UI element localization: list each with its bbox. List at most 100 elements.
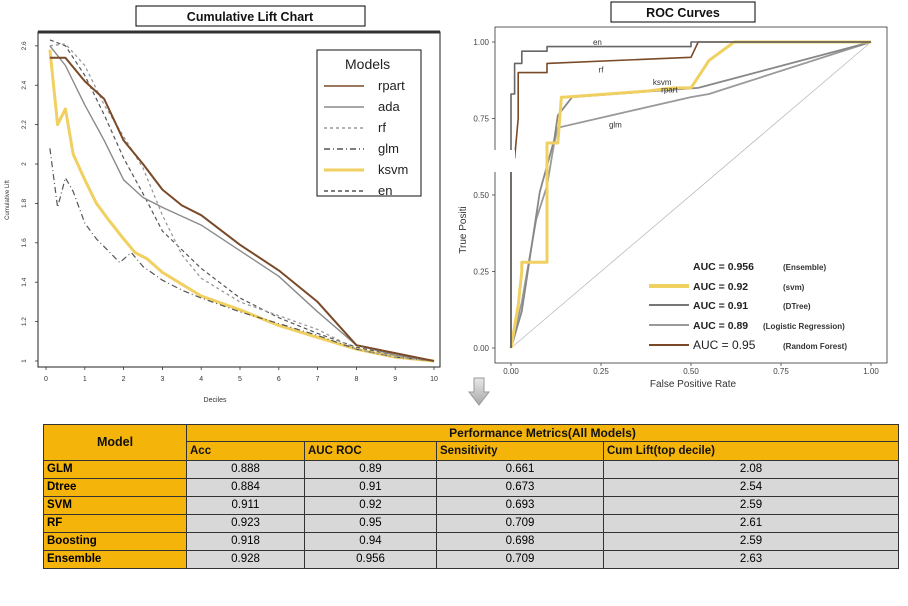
lift-series-glm (49, 148, 435, 362)
cum-lift-cell: 2.54 (602, 478, 900, 497)
roc-x-tick-label: 0.75 (773, 367, 789, 376)
lift-legend-label: ada (378, 99, 400, 114)
sensitivity-cell: 0.709 (436, 514, 604, 533)
lift-chart: Cumulative Lift Chart 0 1 2 3 4 5 6 7 8 9 10 1 1.2 1.… (5, 5, 441, 404)
model-cell: GLM (43, 460, 187, 479)
lift-x-tick-label: 10 (430, 376, 438, 383)
sensitivity-cell: 0.698 (436, 532, 604, 551)
roc-auc-value: AUC = 0.956 (693, 261, 754, 273)
roc-auc-value: AUC = 0.92 (693, 281, 748, 293)
model-cell: Boosting (43, 532, 187, 551)
roc-series-ksvm (509, 40, 871, 349)
table-row: SVM 0.911 0.92 0.693 2.59 (43, 496, 900, 515)
roc-auc-value: AUC = 0.91 (693, 300, 748, 312)
lift-x-tick-label: 1 (83, 376, 87, 383)
table-row: Dtree 0.884 0.91 0.673 2.54 (43, 478, 900, 497)
roc-curve-label: ksvm (653, 78, 672, 87)
roc-auc-note: (svm) (783, 283, 805, 292)
sensitivity-cell: 0.693 (436, 496, 604, 515)
roc-y-tick-label: 0.00 (473, 344, 489, 353)
lift-legend-label: en (378, 183, 392, 198)
lift-series-rpart (49, 56, 435, 362)
table-row: Boosting 0.918 0.94 0.698 2.59 (43, 532, 900, 551)
lift-series-ada (49, 45, 435, 362)
lift-legend-label: ksvm (378, 162, 408, 177)
auc-header: AUC ROC (304, 441, 437, 461)
acc-cell: 0.923 (186, 514, 305, 533)
lift-legend-label: rf (378, 120, 386, 135)
auc-cell: 0.956 (304, 550, 437, 569)
lift-series-ksvm (48, 49, 435, 363)
model-cell: Dtree (43, 478, 187, 497)
lift-x-tick-label: 3 (160, 376, 164, 383)
lift-x-tick-label: 9 (393, 376, 397, 383)
acc-header: Acc (186, 441, 305, 461)
roc-curve-label: glm (609, 121, 622, 130)
model-header: Model (43, 424, 187, 461)
lift-y-tick-label: 1.6 (21, 238, 28, 247)
lift-legend-items: rpart ada rf glm ksvm en (324, 78, 408, 198)
performance-header: Performance Metrics(All Models) (185, 424, 900, 442)
roc-plot-area: 0.00 0.25 0.50 0.75 1.00 0.00 0.25 0.50 0.75 1.00 (473, 26, 888, 376)
auc-cell: 0.89 (304, 460, 437, 479)
lift-y-tick-label: 1.2 (21, 317, 28, 326)
lift-x-tick-label: 0 (44, 376, 48, 383)
roc-auc-value: AUC = 0.89 (693, 320, 748, 332)
roc-y-tick-label: 1.00 (473, 38, 489, 47)
roc-x-axis-label: False Positive Rate (650, 379, 737, 390)
roc-title-box (610, 1, 756, 23)
roc-label-mask (493, 150, 515, 172)
roc-chart-panel: ROC Curves 0.00 0.25 0.50 0.75 1.00 0.00 0.25 0… (453, 0, 908, 400)
lift-x-tick-label: 5 (238, 376, 242, 383)
lift-legend-label: rpart (378, 78, 405, 93)
roc-x-tick-label: 0.50 (683, 367, 699, 376)
lift-x-tick-label: 7 (316, 376, 320, 383)
cum-lift-cell: 2.59 (602, 532, 900, 551)
acc-cell: 0.928 (186, 550, 305, 569)
table-row: GLM 0.888 0.89 0.661 2.08 (43, 460, 900, 479)
lift-x-tick-label: 4 (199, 376, 203, 383)
lift-y-tick-label: 2.2 (21, 120, 28, 129)
lift-legend: Models rpart ada rf glm ksvm en (316, 49, 422, 198)
lift-y-tick-label: 1.4 (21, 277, 28, 286)
lift-legend-box (316, 49, 422, 197)
roc-y-tick-label: 0.50 (473, 191, 489, 200)
metrics-table: Model Performance Metrics(All Models) Ac… (43, 424, 900, 569)
lift-x-tick-label: 8 (354, 376, 358, 383)
lift-title: Cumulative Lift Chart (187, 10, 314, 24)
table-row: Ensemble 0.928 0.956 0.709 2.63 (43, 550, 900, 569)
acc-cell: 0.884 (186, 478, 305, 497)
roc-curve-label: rf (599, 66, 605, 75)
roc-auc-legend: AUC = 0.956 (Ensemble) AUC = 0.92 (svm) AUC … (649, 261, 847, 352)
down-arrow-icon (468, 377, 490, 406)
cum-lift-header: Cum Lift(top decile) (602, 441, 900, 461)
lift-series-rf (49, 43, 435, 362)
roc-y-axis-label: True Positi (458, 206, 469, 253)
lift-y-tick-label: 2 (21, 162, 28, 166)
lift-legend-title: Models (345, 56, 390, 72)
lift-x-tick-label: 6 (277, 376, 281, 383)
sensitivity-header: Sensitivity (436, 441, 604, 461)
roc-auc-value: AUC = 0.95 (693, 338, 756, 352)
acc-cell: 0.888 (186, 460, 305, 479)
roc-series-rpart (510, 41, 872, 349)
auc-cell: 0.95 (304, 514, 437, 533)
cum-lift-cell: 2.63 (602, 550, 900, 569)
auc-cell: 0.92 (304, 496, 437, 515)
roc-x-tick-label: 1.00 (863, 367, 879, 376)
roc-auc-note: (Logistic Regression) (763, 322, 845, 331)
model-cell: Ensemble (43, 550, 187, 569)
roc-series-en (510, 41, 871, 348)
sensitivity-cell: 0.673 (436, 478, 604, 497)
cum-lift-cell: 2.08 (602, 460, 900, 479)
table-row: RF 0.923 0.95 0.709 2.61 (43, 514, 900, 533)
roc-auc-note: (DTree) (783, 302, 811, 311)
auc-cell: 0.94 (304, 532, 437, 551)
lift-y-tick-label: 2.6 (21, 41, 28, 50)
lift-y-tick-label: 1 (21, 359, 28, 363)
lift-y-tick-label: 1.8 (21, 199, 28, 208)
acc-cell: 0.918 (186, 532, 305, 551)
acc-cell: 0.911 (186, 496, 305, 515)
lift-chart-panel: Cumulative Lift Chart 0 1 2 3 4 5 6 7 8 9 10 1 1.2 1.… (0, 0, 450, 405)
